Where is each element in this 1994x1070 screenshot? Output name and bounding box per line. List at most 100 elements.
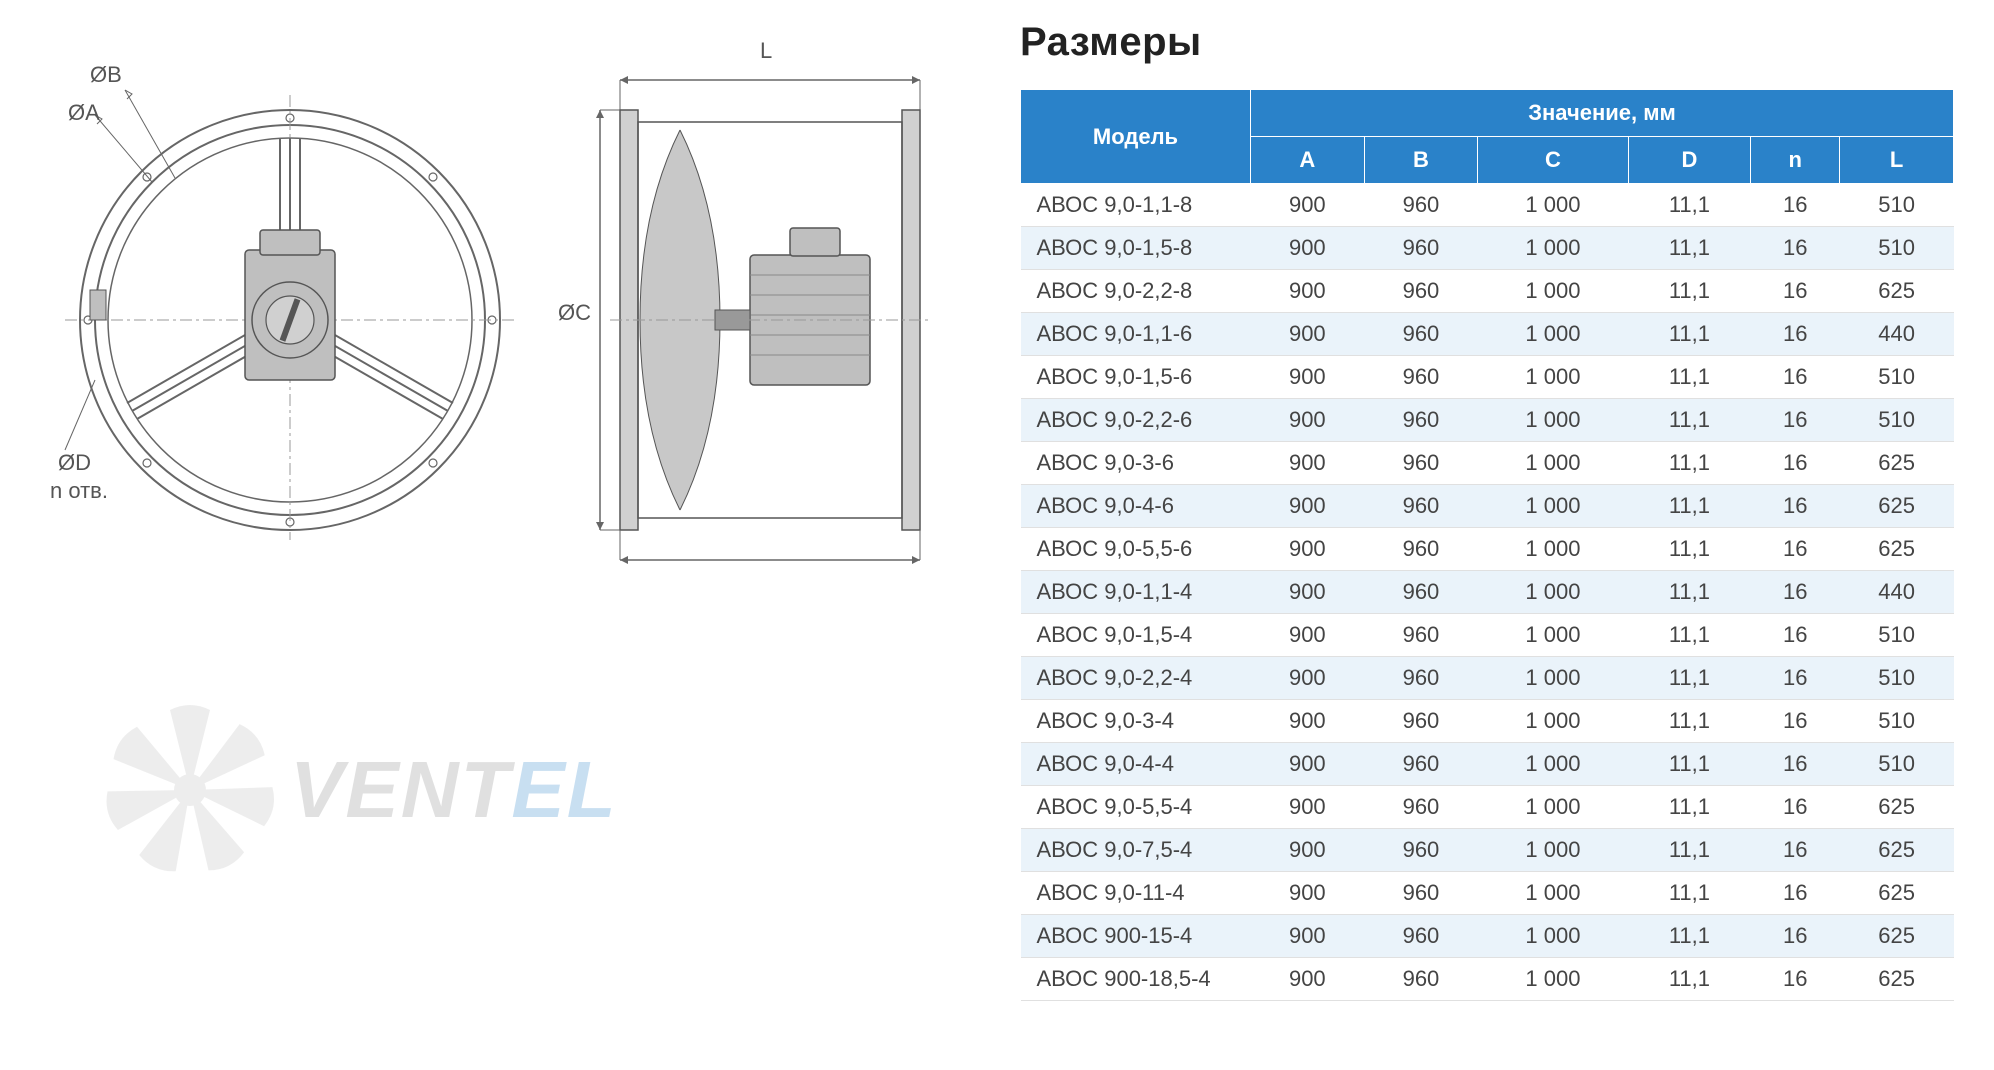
- cell-value: 16: [1751, 528, 1840, 571]
- cell-value: 960: [1364, 356, 1478, 399]
- fan-front-view: [60, 60, 520, 540]
- cell-value: 16: [1751, 743, 1840, 786]
- cell-value: 960: [1364, 700, 1478, 743]
- label-notv: n отв.: [50, 478, 108, 504]
- cell-model: АВОС 9,0-2,2-8: [1021, 270, 1251, 313]
- cell-value: 1 000: [1478, 270, 1628, 313]
- cell-value: 900: [1251, 743, 1365, 786]
- table-row: АВОС 9,0-2,2-89009601 00011,116625: [1021, 270, 1954, 313]
- table-row: АВОС 9,0-2,2-69009601 00011,116510: [1021, 399, 1954, 442]
- cell-value: 1 000: [1478, 743, 1628, 786]
- cell-value: 11,1: [1628, 872, 1751, 915]
- cell-value: 1 000: [1478, 786, 1628, 829]
- table-row: АВОС 9,0-1,5-89009601 00011,116510: [1021, 227, 1954, 270]
- cell-value: 1 000: [1478, 399, 1628, 442]
- cell-value: 960: [1364, 270, 1478, 313]
- cell-model: АВОС 9,0-3-6: [1021, 442, 1251, 485]
- cell-value: 1 000: [1478, 442, 1628, 485]
- cell-value: 960: [1364, 915, 1478, 958]
- cell-value: 11,1: [1628, 227, 1751, 270]
- table-row: АВОС 900-15-49009601 00011,116625: [1021, 915, 1954, 958]
- cell-value: 11,1: [1628, 700, 1751, 743]
- cell-value: 960: [1364, 184, 1478, 227]
- cell-value: 11,1: [1628, 614, 1751, 657]
- cell-value: 900: [1251, 700, 1365, 743]
- cell-value: 16: [1751, 872, 1840, 915]
- cell-model: АВОС 9,0-1,1-6: [1021, 313, 1251, 356]
- cell-model: АВОС 9,0-1,5-4: [1021, 614, 1251, 657]
- cell-value: 11,1: [1628, 571, 1751, 614]
- cell-value: 625: [1840, 872, 1954, 915]
- table-row: АВОС 9,0-5,5-69009601 00011,116625: [1021, 528, 1954, 571]
- table-row: АВОС 9,0-1,1-49009601 00011,116440: [1021, 571, 1954, 614]
- cell-value: 16: [1751, 270, 1840, 313]
- cell-model: АВОС 900-15-4: [1021, 915, 1251, 958]
- th-group: Значение, мм: [1251, 90, 1954, 137]
- cell-value: 900: [1251, 485, 1365, 528]
- cell-value: 960: [1364, 614, 1478, 657]
- cell-value: 16: [1751, 399, 1840, 442]
- table-row: АВОС 9,0-4-69009601 00011,116625: [1021, 485, 1954, 528]
- table-row: АВОС 9,0-1,5-49009601 00011,116510: [1021, 614, 1954, 657]
- cell-value: 900: [1251, 356, 1365, 399]
- cell-value: 1 000: [1478, 915, 1628, 958]
- label-ob: ØB: [90, 62, 122, 88]
- cell-value: 625: [1840, 485, 1954, 528]
- cell-value: 960: [1364, 313, 1478, 356]
- cell-value: 11,1: [1628, 786, 1751, 829]
- cell-value: 11,1: [1628, 958, 1751, 1001]
- cell-model: АВОС 9,0-5,5-4: [1021, 786, 1251, 829]
- cell-value: 16: [1751, 313, 1840, 356]
- cell-value: 510: [1840, 657, 1954, 700]
- cell-model: АВОС 9,0-4-4: [1021, 743, 1251, 786]
- watermark-main: VENT: [290, 745, 511, 834]
- cell-value: 960: [1364, 743, 1478, 786]
- th-col: A: [1251, 137, 1365, 184]
- cell-value: 900: [1251, 442, 1365, 485]
- cell-value: 510: [1840, 743, 1954, 786]
- cell-model: АВОС 900-18,5-4: [1021, 958, 1251, 1001]
- cell-value: 900: [1251, 313, 1365, 356]
- label-oc: ØC: [558, 300, 591, 326]
- cell-value: 960: [1364, 657, 1478, 700]
- cell-value: 900: [1251, 872, 1365, 915]
- cell-value: 11,1: [1628, 743, 1751, 786]
- cell-value: 900: [1251, 786, 1365, 829]
- cell-value: 440: [1840, 313, 1954, 356]
- cell-value: 11,1: [1628, 270, 1751, 313]
- cell-model: АВОС 9,0-5,5-6: [1021, 528, 1251, 571]
- cell-value: 1 000: [1478, 614, 1628, 657]
- cell-value: 16: [1751, 184, 1840, 227]
- cell-model: АВОС 9,0-1,5-6: [1021, 356, 1251, 399]
- cell-value: 1 000: [1478, 872, 1628, 915]
- th-col: C: [1478, 137, 1628, 184]
- cell-value: 1 000: [1478, 485, 1628, 528]
- cell-model: АВОС 9,0-1,5-8: [1021, 227, 1251, 270]
- cell-value: 510: [1840, 700, 1954, 743]
- cell-model: АВОС 9,0-7,5-4: [1021, 829, 1251, 872]
- table-row: АВОС 9,0-3-69009601 00011,116625: [1021, 442, 1954, 485]
- label-od: ØD: [58, 450, 91, 476]
- cell-value: 510: [1840, 356, 1954, 399]
- cell-model: АВОС 9,0-2,2-4: [1021, 657, 1251, 700]
- table-row: АВОС 900-18,5-49009601 00011,116625: [1021, 958, 1954, 1001]
- cell-value: 960: [1364, 786, 1478, 829]
- table-row: АВОС 9,0-3-49009601 00011,116510: [1021, 700, 1954, 743]
- cell-value: 900: [1251, 915, 1365, 958]
- cell-value: 960: [1364, 442, 1478, 485]
- cell-value: 16: [1751, 614, 1840, 657]
- cell-value: 960: [1364, 485, 1478, 528]
- cell-value: 900: [1251, 829, 1365, 872]
- cell-value: 11,1: [1628, 485, 1751, 528]
- cell-value: 900: [1251, 227, 1365, 270]
- cell-value: 510: [1840, 227, 1954, 270]
- table-row: АВОС 9,0-7,5-49009601 00011,116625: [1021, 829, 1954, 872]
- cell-value: 16: [1751, 700, 1840, 743]
- cell-model: АВОС 9,0-4-6: [1021, 485, 1251, 528]
- cell-value: 11,1: [1628, 829, 1751, 872]
- cell-value: 11,1: [1628, 442, 1751, 485]
- th-col: B: [1364, 137, 1478, 184]
- cell-value: 625: [1840, 528, 1954, 571]
- technical-diagram: ØB ØA ØD n отв. ØC L: [40, 20, 960, 580]
- cell-value: 1 000: [1478, 657, 1628, 700]
